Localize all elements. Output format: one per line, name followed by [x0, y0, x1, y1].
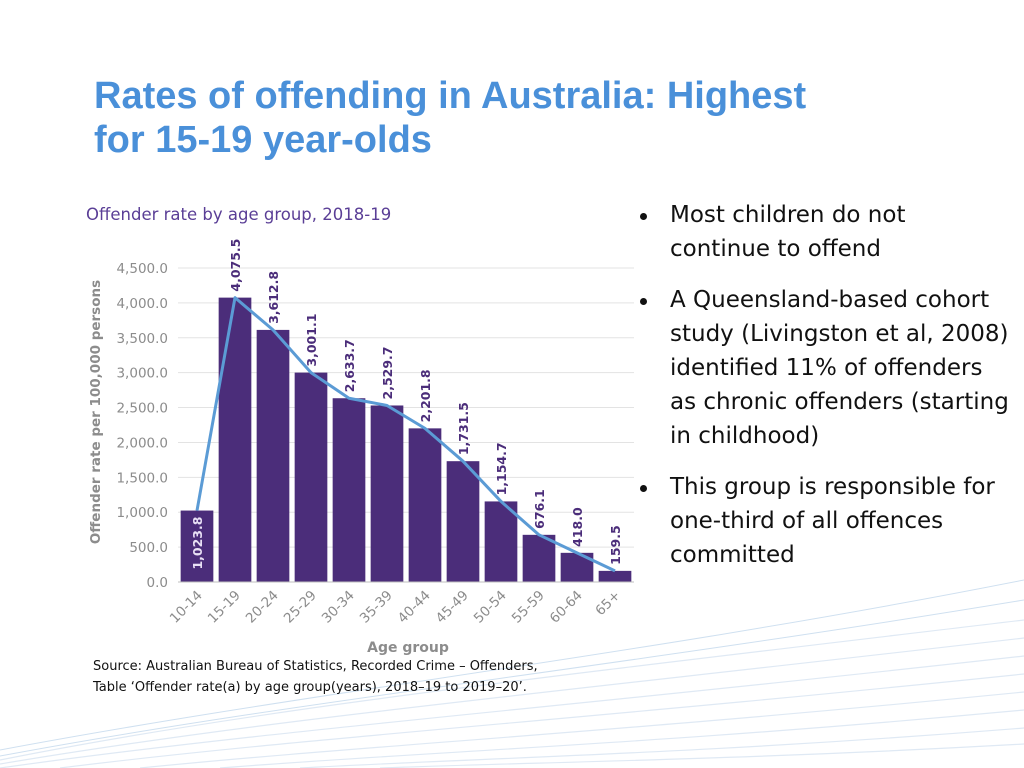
slide-title: Rates of offending in Australia: Highest…: [94, 74, 954, 162]
x-tick-label: 20-24: [243, 588, 282, 627]
data-label: 676.1: [532, 489, 547, 529]
data-label: 4,075.5: [228, 239, 243, 292]
x-tick-label: 25-29: [281, 588, 320, 627]
bar: [256, 329, 290, 582]
y-axis-ticks: 0.0 500.0 1,000.0 1,500.0 2,000.0 2,500.0 3,00…: [116, 261, 168, 591]
chart-title: Offender rate by age group, 2018-19: [86, 205, 391, 224]
data-label: 1,731.5: [456, 402, 471, 455]
x-tick-label: 30-34: [319, 588, 358, 627]
x-tick-label: 55-59: [509, 588, 548, 627]
x-tick-label: 50-54: [471, 588, 510, 627]
y-tick-label: 4,000.0: [116, 296, 168, 312]
data-label: 2,633.7: [342, 339, 357, 392]
y-tick-label: 1,500.0: [116, 470, 168, 486]
y-tick-label: 0.0: [147, 575, 168, 591]
trend-line: [195, 296, 616, 573]
x-axis-label: Age group: [367, 640, 449, 656]
bullet-list: Most children do not continue to offend …: [636, 198, 1011, 589]
data-label: 418.0: [570, 507, 585, 547]
bar: [218, 297, 252, 582]
x-tick-label: 60-64: [547, 588, 586, 627]
y-tick-label: 4,500.0: [116, 261, 168, 277]
data-label: 2,201.8: [418, 369, 433, 422]
y-tick-label: 1,000.0: [116, 505, 168, 521]
x-tick-label: 45-49: [433, 588, 472, 627]
chart-gridlines: [178, 267, 634, 548]
bar: [408, 428, 442, 582]
bar: [180, 510, 214, 582]
data-labels: 1,023.8 4,075.5 3,612.8 3,001.1 2,633.7 2,529…: [190, 239, 623, 570]
data-label: 1,023.8: [190, 517, 205, 570]
bullet-item: This group is responsible for one-third …: [636, 470, 1011, 572]
y-tick-label: 2,000.0: [116, 435, 168, 451]
y-tick-label: 500.0: [129, 540, 168, 556]
bar: [598, 570, 632, 582]
bullet-item: A Queensland-based cohort study (Livings…: [636, 283, 1011, 453]
source-line-1: Source: Australian Bureau of Statistics,…: [93, 659, 538, 674]
data-label: 3,612.8: [266, 271, 281, 324]
y-tick-label: 3,500.0: [116, 331, 168, 347]
offender-rate-chart: Offender rate by age group, 2018-19 0.0 5…: [86, 205, 634, 656]
x-tick-label: 15-19: [205, 588, 244, 627]
bar: [522, 534, 556, 582]
bars: [180, 297, 632, 582]
slide-title-line-2: for 15-19 year-olds: [94, 119, 432, 161]
bar: [294, 372, 328, 582]
bullet-item: Most children do not continue to offend: [636, 198, 1011, 266]
y-tick-label: 3,000.0: [116, 366, 168, 382]
source-line-2: Table ‘Offender rate(a) by age group(yea…: [93, 680, 527, 695]
x-tick-label: 40-44: [395, 588, 434, 627]
data-label: 159.5: [608, 525, 623, 565]
y-axis-label: Offender rate per 100,000 persons: [88, 280, 104, 544]
slide-title-line-1: Rates of offending in Australia: Highest: [94, 75, 807, 117]
x-tick-label: 10-14: [167, 588, 206, 627]
bar: [484, 501, 518, 582]
bar: [332, 398, 366, 582]
data-label: 1,154.7: [494, 442, 509, 495]
bar: [370, 405, 404, 582]
trend-line-path: [195, 296, 616, 573]
source-note: Source: Australian Bureau of Statistics,…: [93, 656, 613, 698]
data-label: 3,001.1: [304, 314, 319, 367]
decorative-waves: [0, 579, 1024, 768]
y-tick-label: 2,500.0: [116, 401, 168, 417]
x-axis-ticks: 10-1415-1920-2425-2930-3435-3940-4445-49…: [167, 588, 624, 627]
data-label: 2,529.7: [380, 346, 395, 399]
x-tick-label: 35-39: [357, 588, 396, 627]
bar: [446, 461, 480, 582]
x-tick-label: 65+: [592, 588, 623, 619]
